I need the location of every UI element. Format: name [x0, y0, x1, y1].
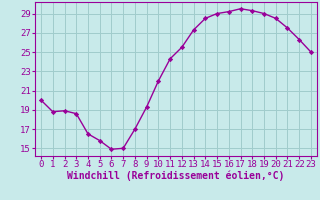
X-axis label: Windchill (Refroidissement éolien,°C): Windchill (Refroidissement éolien,°C) [67, 171, 285, 181]
